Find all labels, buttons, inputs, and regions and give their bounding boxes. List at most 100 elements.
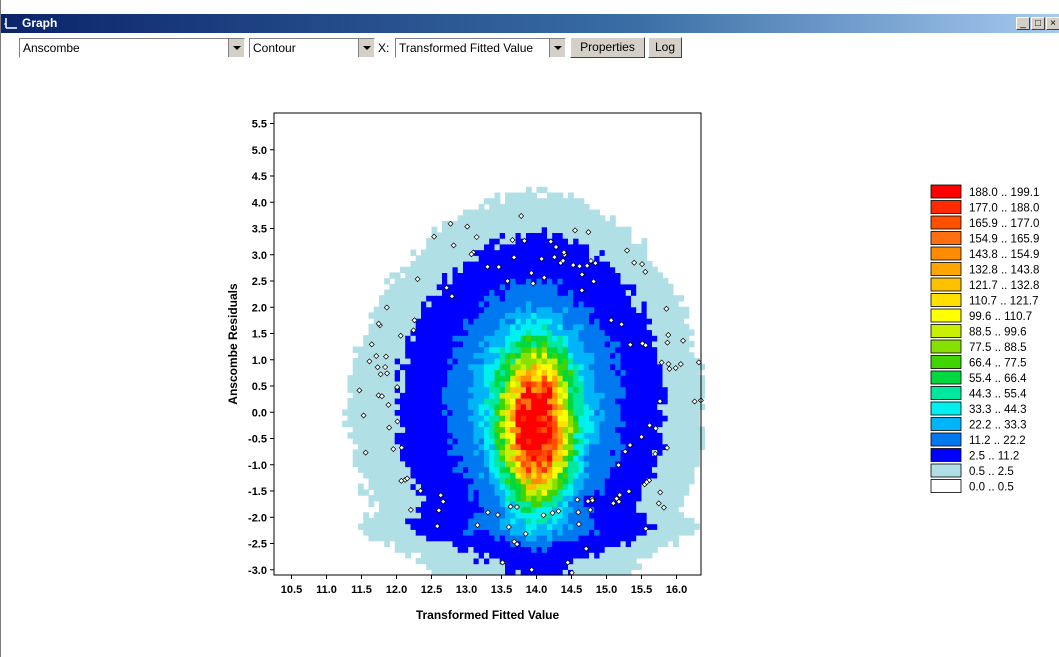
legend-swatch: [930, 215, 962, 230]
legend-label: 33.3 .. 44.3: [969, 404, 1027, 416]
legend-swatch: [930, 355, 962, 369]
x-tick-label: 16.0: [666, 584, 687, 596]
x-tick-label: 15.0: [596, 584, 617, 596]
close-button[interactable]: ×: [1046, 17, 1059, 30]
y-tick-label: -1.5: [248, 486, 267, 498]
legend-swatch: [930, 200, 962, 214]
y-tick-label: -2.0: [248, 512, 267, 524]
chevron-down-icon[interactable]: [549, 39, 565, 57]
legend-label: 55.4 .. 66.4: [969, 373, 1027, 385]
maximize-icon: □: [1034, 18, 1042, 29]
y-axis-title: Anscombe Residuals: [226, 283, 240, 405]
plot-type-select[interactable]: Contour: [249, 38, 375, 58]
legend-label: 88.5 .. 99.6: [969, 327, 1027, 339]
legend-swatch: [930, 339, 962, 354]
legend-label: 110.7 .. 121.7: [969, 296, 1038, 308]
outlier-markers: [356, 212, 704, 576]
legend-swatch: [930, 231, 962, 245]
graph-app-icon: [4, 18, 17, 29]
x-variable-select[interactable]: Transformed Fitted Value: [395, 38, 566, 58]
legend-swatch: [930, 370, 962, 385]
legend-label: 177.0 .. 188.0: [969, 203, 1039, 215]
legend-label: 0.5 .. 2.5: [969, 466, 1014, 478]
y-tick-label: -3.0: [248, 565, 267, 577]
y-tick-label: 2.0: [252, 302, 267, 314]
legend-swatch: [930, 463, 962, 478]
contour-fill: [342, 186, 705, 576]
properties-button[interactable]: Properties: [570, 37, 645, 58]
y-tick-label: 0.0: [252, 407, 267, 419]
x-variable-select-value: Transformed Fitted Value: [399, 41, 534, 55]
legend-label: 22.2 .. 33.3: [969, 420, 1027, 432]
x-axis-label: X:: [378, 41, 390, 55]
x-tick-label: 13.0: [456, 584, 477, 596]
x-tick-label: 12.0: [386, 584, 407, 596]
legend-label: 2.5 .. 11.2: [969, 451, 1019, 463]
y-tick-label: 3.0: [252, 250, 267, 262]
x-tick-label: 15.5: [631, 584, 652, 596]
legend-label: 99.6 .. 110.7: [969, 311, 1032, 323]
minimize-button[interactable]: _: [1016, 17, 1030, 30]
x-tick-label: 11.5: [351, 584, 372, 596]
y-tick-label: -1.0: [248, 460, 267, 472]
legend: 188.0 .. 199.1 177.0 .. 188.0 165.9 .. 177…: [930, 184, 1039, 494]
legend-swatch: [930, 417, 962, 431]
y-tick-label: -2.5: [248, 539, 267, 551]
legend-swatch: [930, 262, 962, 276]
legend-swatch: [930, 401, 962, 416]
legend-swatch: [930, 479, 962, 493]
y-tick-label: 5.0: [252, 145, 267, 157]
legend-swatch: [930, 386, 962, 400]
dataset-select-value: Anscombe: [23, 41, 80, 55]
y-tick-label: 5.5: [252, 119, 267, 131]
y-axis: 5.5 5.0 4.5 4.0 3.5 3.0 2.5 2.0 1.5 1.0 0.5 0.0 -0.5…: [248, 119, 274, 577]
x-tick-label: 13.5: [491, 584, 512, 596]
y-tick-label: 1.5: [252, 329, 267, 341]
y-tick-label: 4.0: [252, 197, 267, 209]
legend-label: 0.0 .. 0.5: [969, 482, 1014, 494]
close-icon: ×: [1050, 18, 1056, 29]
graph-toolbar: Anscombe Contour X: Transformed Fitted V…: [1, 33, 1059, 67]
x-axis: 10.5 11.0 11.5 12.0 12.5 13.0 13.5 14.0 14.5 15.0…: [281, 575, 687, 596]
legend-label: 165.9 .. 177.0: [969, 218, 1039, 230]
minimize-icon: _: [1020, 18, 1026, 29]
chevron-down-icon[interactable]: [358, 39, 374, 57]
y-tick-label: 0.5: [252, 381, 267, 393]
y-tick-label: 2.5: [252, 276, 267, 288]
x-tick-label: 11.0: [316, 584, 337, 596]
dataset-select[interactable]: Anscombe: [19, 38, 245, 58]
y-tick-label: 4.5: [252, 171, 267, 183]
legend-label: 11.2 .. 22.2: [969, 435, 1026, 447]
y-tick-label: 3.5: [252, 224, 267, 236]
legend-label: 154.9 .. 165.9: [969, 234, 1039, 246]
legend-swatch: [930, 246, 962, 261]
chevron-down-icon[interactable]: [228, 39, 244, 57]
legend-swatch: [930, 448, 962, 462]
x-tick-label: 14.0: [526, 584, 547, 596]
legend-label: 143.8 .. 154.9: [969, 249, 1039, 261]
legend-swatch: [930, 184, 962, 199]
x-tick-label: 14.5: [561, 584, 582, 596]
legend-swatch: [930, 293, 962, 307]
legend-label: 121.7 .. 132.8: [969, 280, 1039, 292]
legend-swatch: [930, 432, 962, 447]
legend-swatch: [930, 324, 962, 338]
legend-label: 77.5 .. 88.5: [969, 342, 1027, 354]
legend-label: 132.8 .. 143.8: [969, 265, 1039, 277]
y-tick-label: -0.5: [248, 434, 267, 446]
maximize-button[interactable]: □: [1031, 17, 1045, 30]
title-bar[interactable]: Graph _ □ ×: [1, 14, 1059, 33]
legend-label: 44.3 .. 55.4: [969, 389, 1027, 401]
legend-label: 66.4 .. 77.5: [969, 358, 1027, 370]
y-tick-label: 1.0: [252, 355, 267, 367]
legend-label: 188.0 .. 199.1: [969, 187, 1039, 199]
legend-swatch: [930, 308, 962, 323]
x-tick-label: 10.5: [281, 584, 302, 596]
window-title: Graph: [22, 16, 58, 30]
legend-swatch: [930, 277, 962, 292]
plot-frame: [273, 112, 702, 576]
plot-type-select-value: Contour: [253, 41, 296, 55]
log-button[interactable]: Log: [648, 37, 682, 58]
